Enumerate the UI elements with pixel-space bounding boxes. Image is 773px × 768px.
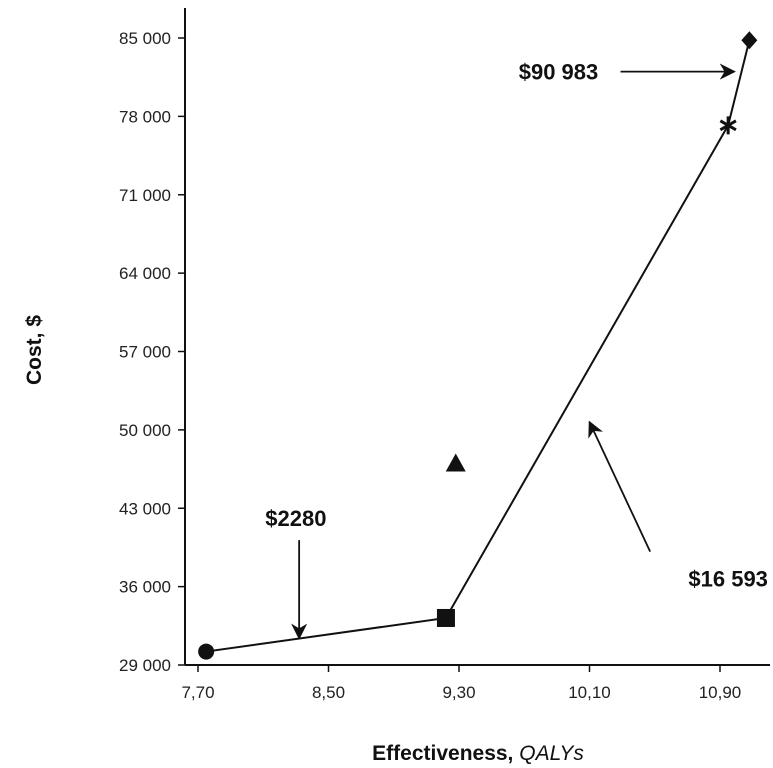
annotation-icer-16593: $16 593 <box>688 567 768 592</box>
data-point-diamond <box>741 31 758 50</box>
y-tick-label: 29 000 <box>119 656 171 675</box>
y-tick-label: 71 000 <box>119 186 171 205</box>
y-tick-label: 43 000 <box>119 499 171 518</box>
y-tick-label: 50 000 <box>119 421 171 440</box>
x-tick-label: 7,70 <box>181 683 214 702</box>
y-tick-label: 57 000 <box>119 343 171 362</box>
x-tick-label: 10,90 <box>699 683 742 702</box>
annotation-icer-2280: $2280 <box>265 506 326 531</box>
plot-area: 29 000 36 000 43 000 50 000 57 000 64 000 71 0… <box>119 8 770 702</box>
x-axis-title: Effectiveness, QALYs <box>372 742 584 765</box>
data-point-triangle <box>445 453 466 472</box>
x-tick-label: 10,10 <box>568 683 611 702</box>
y-tick-label: 85 000 <box>119 29 171 48</box>
y-axis-title: Cost, $ <box>23 315 46 385</box>
x-tick-label: 8,50 <box>312 683 345 702</box>
y-tick-label: 64 000 <box>119 264 171 283</box>
data-point-square <box>436 608 455 627</box>
annotation-icer-90983: $90 983 <box>519 60 599 85</box>
annotation-arrow-16593 <box>588 420 651 553</box>
x-axis-title-unit: QALYs <box>519 742 584 765</box>
x-axis-title-main: Effectiveness, <box>372 742 519 765</box>
x-tick-label: 9,30 <box>442 683 475 702</box>
efficiency-frontier-line <box>206 39 751 653</box>
data-point-asterisk <box>719 116 737 135</box>
data-point-circle <box>198 643 215 660</box>
y-tick-label: 36 000 <box>119 578 171 597</box>
y-tick-label: 78 000 <box>119 107 171 126</box>
